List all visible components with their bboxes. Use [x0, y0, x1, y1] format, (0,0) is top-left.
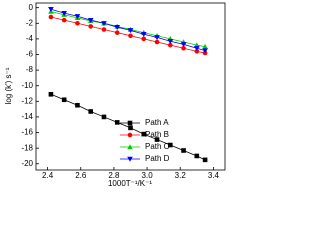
legend-label: Path B: [145, 130, 169, 139]
marker: [167, 39, 174, 45]
x-tick-label: 2.6: [75, 171, 87, 180]
x-tick-label: 3.4: [208, 171, 220, 180]
marker: [101, 114, 107, 120]
marker: [154, 39, 160, 45]
legend-marker: [127, 120, 133, 126]
marker: [128, 33, 133, 39]
marker: [181, 148, 186, 153]
legend-label: Path A: [145, 118, 169, 127]
marker: [48, 14, 54, 20]
x-axis-title: 1000T⁻¹/K⁻¹: [108, 179, 152, 188]
marker: [194, 153, 200, 159]
y-tick-label: -6: [26, 50, 34, 59]
series-line: [50, 8, 206, 51]
y-tick-label: -10: [21, 81, 33, 90]
plot-frame: [35, 2, 226, 171]
marker: [61, 10, 67, 16]
marker: [181, 45, 186, 51]
marker: [127, 28, 134, 34]
y-tick-label: -12: [21, 96, 33, 105]
marker: [202, 157, 208, 163]
marker: [75, 102, 80, 108]
series-line: [50, 11, 206, 48]
legend-label: Path D: [145, 154, 170, 163]
x-tick-label: 2.4: [42, 171, 54, 180]
x-tick-label: 3.0: [142, 171, 154, 180]
marker: [167, 142, 173, 148]
legend-marker: [127, 144, 133, 150]
marker: [101, 21, 107, 27]
marker: [154, 137, 160, 142]
marker: [202, 43, 208, 49]
y-tick-label: -14: [21, 112, 33, 121]
y-tick-label: -8: [26, 65, 34, 74]
marker: [88, 24, 94, 29]
chart: 1000T⁻¹/K⁻¹ log (k') s⁻¹ 2.4 2.6 2.8 3.0 3.2…: [4, 2, 226, 188]
marker: [154, 35, 160, 41]
legend-label: Path C: [145, 142, 170, 151]
marker: [88, 109, 94, 114]
marker: [180, 42, 187, 48]
marker: [128, 125, 133, 131]
legend-marker: [127, 156, 133, 162]
marker: [61, 97, 67, 103]
marker: [48, 7, 54, 13]
x-tick-label: 3.2: [175, 171, 187, 180]
marker: [141, 36, 147, 42]
y-tick-label: -18: [21, 143, 33, 152]
marker: [114, 120, 120, 125]
marker: [194, 49, 200, 54]
legend-marker: [127, 132, 133, 138]
marker: [114, 30, 120, 35]
marker: [101, 27, 107, 32]
y-tick-label: 0: [29, 3, 34, 12]
marker: [141, 131, 147, 137]
marker: [140, 32, 147, 38]
marker: [48, 92, 54, 97]
marker: [74, 14, 81, 20]
marker: [167, 42, 173, 48]
y-tick-label: -2: [26, 18, 34, 27]
y-axis-title: log (k') s⁻¹: [4, 67, 13, 104]
marker: [75, 20, 80, 26]
marker: [202, 48, 208, 54]
y-tick-label: -16: [21, 128, 33, 137]
x-tick-label: 2.8: [108, 171, 120, 180]
marker: [87, 17, 94, 23]
marker: [114, 24, 121, 30]
y-tick-label: -4: [26, 34, 34, 43]
marker: [61, 17, 67, 23]
marker: [194, 46, 200, 52]
y-tick-label: -20: [21, 159, 33, 168]
